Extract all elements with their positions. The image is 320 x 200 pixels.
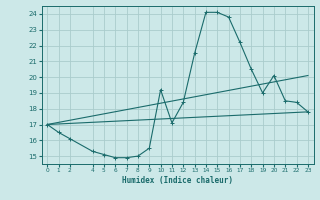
X-axis label: Humidex (Indice chaleur): Humidex (Indice chaleur): [122, 176, 233, 185]
